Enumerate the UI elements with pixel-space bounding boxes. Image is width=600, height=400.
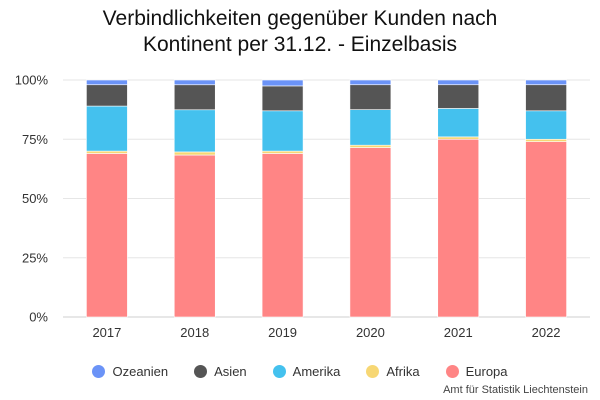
legend-label: Europa (465, 364, 508, 379)
bar-segment (525, 84, 567, 112)
bar-segment (261, 85, 304, 112)
y-tick-label: 25% (22, 250, 48, 265)
bar-segment (437, 108, 480, 138)
chart-title-line-1: Verbindlichkeiten gegenüber Kunden nach (102, 7, 498, 30)
bar-segment (437, 136, 480, 140)
x-tick-label: 2022 (532, 325, 561, 340)
legend-swatch (92, 365, 106, 378)
x-tick-label: 2021 (444, 325, 473, 340)
bar-segment (349, 84, 392, 110)
y-tick-label: 100% (15, 73, 49, 88)
bar-segment (173, 84, 216, 111)
chart-legend: Ozeanien Asien Amerika Afrika Europa (0, 364, 600, 379)
y-tick-label: 50% (22, 191, 48, 206)
bar-segment (525, 138, 567, 142)
legend-label: Ozeanien (112, 364, 169, 379)
bar-segment (86, 84, 128, 107)
legend-label: Asien (214, 364, 247, 379)
bar-segment (349, 79, 392, 86)
x-tick-label: 2018 (180, 325, 209, 340)
legend-swatch (366, 365, 380, 378)
legend-label: Afrika (386, 364, 420, 379)
chart-title-line-2: Kontinent per 31.12. - Einzelbasis (142, 33, 458, 56)
bar-segment (173, 154, 216, 318)
bar-segment (86, 153, 128, 318)
legend-item: Asien (194, 364, 247, 379)
x-tick-label: 2020 (356, 325, 385, 340)
bar-segment (261, 79, 304, 87)
bar-segment (173, 109, 216, 153)
y-tick-label: 0% (29, 310, 48, 325)
bar-segment (437, 138, 480, 318)
y-tick-label: 75% (22, 132, 48, 147)
chart-title: Verbindlichkeiten gegenüber Kunden nach … (0, 6, 600, 58)
bar-segment (437, 79, 480, 86)
legend-item: Europa (445, 364, 508, 379)
bar-segment (261, 110, 304, 152)
bar-segment (349, 147, 392, 318)
bar-segment (86, 150, 128, 154)
source-credit: Amt für Statistik Liechtenstein (443, 384, 588, 396)
legend-label: Amerika (292, 364, 341, 379)
legend-item: Afrika (366, 364, 420, 379)
bar-segment (261, 153, 304, 318)
bar-segment (349, 109, 392, 146)
legend-swatch (194, 365, 208, 378)
legend-swatch (445, 365, 459, 378)
bar-segment (86, 79, 128, 86)
bar-segment (525, 79, 567, 86)
bar-segment (173, 79, 216, 86)
bar-segment (437, 84, 480, 109)
legend-item: Ozeanien (92, 364, 168, 379)
bar-segment (349, 144, 392, 148)
legend-swatch (272, 365, 286, 378)
x-tick-label: 2017 (92, 325, 121, 340)
bar-segment (86, 105, 128, 152)
bar-segment (173, 151, 216, 156)
bar-segment (525, 141, 567, 318)
bar-segment (525, 110, 567, 140)
legend-item: Amerika (272, 364, 341, 379)
x-tick-label: 2019 (268, 325, 297, 340)
bar-segment (261, 150, 304, 154)
